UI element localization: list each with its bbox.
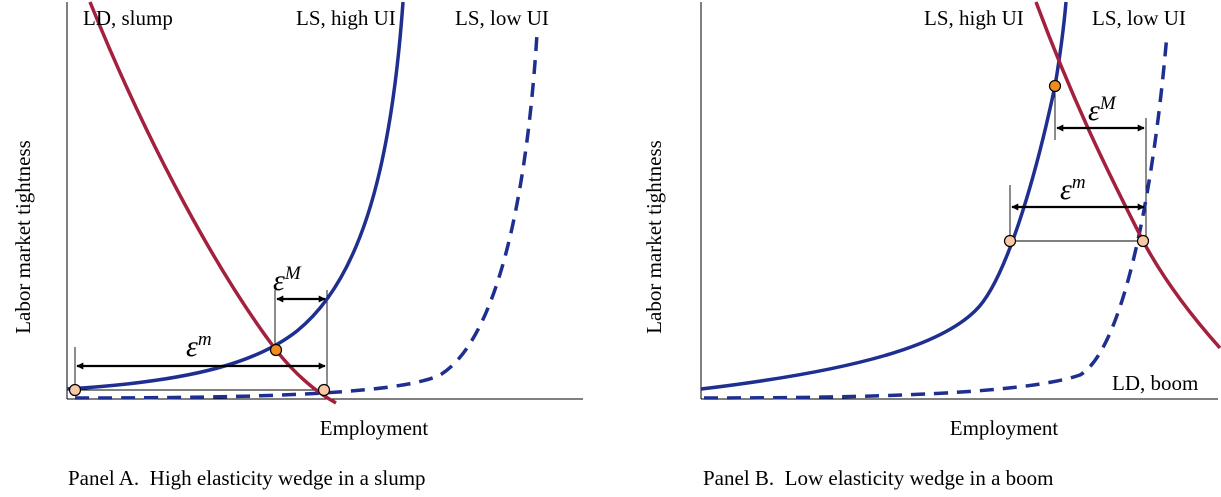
panel-b-ls-low-ui-curve [703,33,1169,400]
panel-b-eps-big-base: ε [1088,94,1100,127]
panel-a-point-left [68,383,82,397]
panel-b-ld-label: LD, boom [1112,371,1198,395]
panel-a-caption: Panel A. High elasticity wedge in a slum… [68,466,426,490]
panel-a-ld-label: LD, slump [83,6,173,30]
panel-a-eps-small-sup: m [198,329,212,350]
panel-a-point-right [317,383,331,397]
panel-a-ls-low-ui-curve [74,33,539,400]
panel-a-y-axis-label: Labor market tightness [11,140,35,334]
panel-a-ls-high-ui-curve [66,1,405,391]
panel-b-point-right [1136,234,1150,248]
panel-b-eps-big-label: εM [1088,93,1117,127]
panel-b-x-axis-label: Employment [950,416,1059,440]
panel-a-eps-big-base: ε [273,264,285,297]
panel-b-ld-boom-curve [1034,1,1221,350]
panel-a-eps-small-label: εm [186,329,212,363]
panel-b-equilibrium-point [1048,79,1062,93]
panel-a-ls-low-label: LS, low UI [455,6,549,30]
panel-a-eps-small-base: ε [186,330,198,363]
panel-b-ls-high-label: LS, high UI [924,6,1024,30]
panel-b-eps-big-sup: M [1099,93,1117,114]
panel-a-x-axis-label: Employment [320,416,429,440]
panel-b-y-axis-label: Labor market tightness [642,140,666,334]
panel-b: LS, high UI LS, low UI LD, boom εM εm La… [642,1,1221,490]
panel-b-eps-small-base: ε [1060,173,1072,206]
panel-b-eps-small-sup: m [1072,172,1086,193]
panel-b-ls-high-ui-curve [700,1,1068,391]
panel-a-ld-slump-curve [88,1,337,405]
panel-a-eps-big-label: εM [273,263,302,297]
panel-b-ls-low-label: LS, low UI [1092,6,1186,30]
panel-b-eps-small-label: εm [1060,172,1086,206]
panel-a: LD, slump LS, high UI LS, low UI εM εm L… [11,1,583,490]
panel-b-point-left [1003,234,1017,248]
panel-a-eps-big-sup: M [284,263,302,284]
panel-a-ls-high-label: LS, high UI [296,6,396,30]
panel-b-caption: Panel B. Low elasticity wedge in a boom [703,466,1054,490]
panel-a-equilibrium-point [269,343,283,357]
